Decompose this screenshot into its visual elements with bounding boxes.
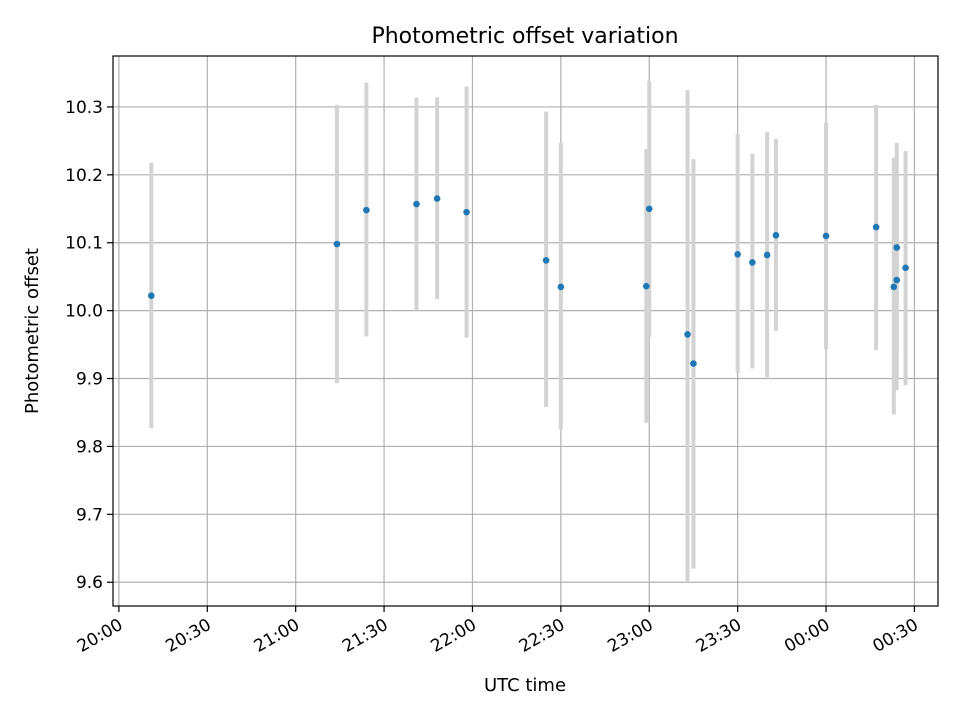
- data-point: [893, 276, 901, 284]
- data-point: [463, 208, 470, 216]
- x-tick-label: 21:00: [251, 615, 303, 657]
- data-point: [734, 250, 741, 258]
- y-tick-label: 9.7: [76, 505, 103, 525]
- data-point: [902, 264, 909, 272]
- x-tick-label: 23:30: [693, 615, 745, 657]
- x-tick-label: 00:30: [869, 615, 921, 657]
- data-points: [148, 195, 909, 367]
- y-tick-label: 10.3: [65, 98, 103, 118]
- y-tick-label: 10.1: [65, 234, 103, 254]
- y-axis-ticks: 9.6 9.7 9.8 9.9 10.0 10.1 10.2 10.3: [65, 98, 113, 593]
- x-axis-label: UTC time: [484, 675, 566, 696]
- y-axis-label: Photometric offset: [22, 248, 43, 414]
- data-point: [872, 223, 880, 231]
- x-tick-label: 21:30: [339, 615, 391, 657]
- data-point: [542, 257, 550, 264]
- x-tick-label: 23:00: [604, 615, 656, 657]
- error-bars: [149, 81, 908, 583]
- data-point: [363, 206, 370, 214]
- data-point: [749, 259, 756, 266]
- data-point: [148, 292, 155, 299]
- data-point: [645, 205, 653, 213]
- data-point: [822, 232, 830, 240]
- data-point: [557, 283, 565, 291]
- y-tick-label: 9.8: [76, 437, 103, 457]
- x-tick-label: 22:00: [428, 615, 480, 657]
- plot-frame: [112, 55, 939, 607]
- data-point: [333, 240, 341, 248]
- data-point: [684, 331, 691, 338]
- y-tick-label: 9.9: [76, 370, 103, 390]
- x-tick-label: 20:30: [162, 615, 214, 657]
- y-tick-label: 9.6: [76, 573, 103, 593]
- y-tick-label: 10.2: [65, 166, 103, 186]
- data-point: [413, 200, 420, 208]
- x-tick-label: 00:00: [781, 615, 833, 657]
- data-point: [433, 195, 441, 202]
- x-axis-ticks: 20:00 20:30 21:00 21:30 22:00 22:30 23:00 23:30…: [74, 606, 922, 657]
- data-point: [890, 283, 898, 291]
- chart-title: Photometric offset variation: [371, 24, 678, 49]
- y-tick-label: 10.0: [65, 302, 103, 322]
- x-tick-label: 22:30: [516, 615, 568, 657]
- data-point: [643, 282, 650, 290]
- data-point: [763, 251, 771, 259]
- data-point: [690, 360, 697, 367]
- grid: [113, 56, 938, 606]
- data-point: [772, 231, 780, 239]
- data-point: [893, 244, 901, 251]
- x-tick-label: 20:00: [74, 615, 126, 657]
